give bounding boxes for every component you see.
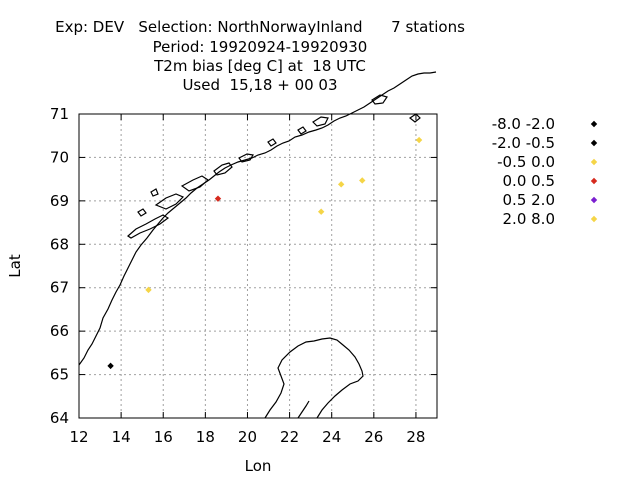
x-tick-label: 26	[364, 428, 383, 446]
island-vesteralen	[154, 193, 185, 210]
coastline	[78, 71, 437, 419]
station-point	[359, 177, 366, 184]
island-small-4	[297, 126, 307, 135]
station-points	[107, 136, 423, 370]
legend-marker	[590, 158, 598, 166]
island-soroya	[312, 116, 329, 127]
legend-marker	[590, 120, 598, 128]
x-tick-label: 12	[69, 428, 88, 446]
station-point	[145, 286, 152, 294]
legend-marker	[590, 177, 598, 185]
x-tick-label: 16	[154, 428, 173, 446]
coastline-norway	[78, 71, 437, 366]
y-tick-label: 70	[50, 148, 69, 166]
island-lofoten	[127, 214, 170, 239]
island-small-1	[137, 208, 147, 217]
y-tick-label: 69	[50, 192, 69, 210]
station-point	[214, 195, 222, 202]
island-small-3	[267, 138, 277, 147]
legend-label: -2.0 -0.5	[492, 134, 555, 152]
axes: 12 14 16 18 20 22 24 26 28 64 65 66 67 68 69 70 71 Lon Lat	[6, 105, 438, 475]
used-label: Used 15,18 + 00 03	[182, 76, 338, 94]
legend-marker	[590, 215, 598, 223]
legend-marker	[590, 139, 598, 147]
x-tick-label: 18	[196, 428, 215, 446]
island-senja	[180, 175, 209, 192]
island-kvaloya	[213, 162, 233, 176]
y-axis-label: Lat	[6, 254, 24, 278]
x-tick-label: 22	[280, 428, 299, 446]
legend-label: 0.5 2.0	[503, 191, 555, 209]
legend-label: -8.0 -2.0	[492, 115, 555, 133]
exp-label: Exp: DEV	[55, 18, 125, 36]
coastline-white-sea	[264, 337, 364, 419]
legend-label: -0.5 0.0	[497, 153, 555, 171]
grid	[79, 114, 437, 418]
legend-label: 2.0 8.0	[503, 210, 555, 228]
x-tick-label: 20	[238, 428, 257, 446]
island-ringvassoya	[238, 153, 254, 163]
island-magerya	[371, 94, 388, 105]
y-tick-label: 67	[50, 279, 69, 297]
x-tick-label: 24	[322, 428, 341, 446]
legend-marker	[590, 196, 598, 204]
x-tick-label: 14	[112, 428, 131, 446]
station-point	[317, 208, 325, 215]
stations-count: 7 stations	[391, 18, 465, 36]
variable-label: T2m bias [deg C] at 18 UTC	[154, 57, 366, 75]
selection-label: Selection: NorthNorwayInland	[138, 18, 363, 36]
y-tick-label: 68	[50, 235, 69, 253]
x-tick-label: 28	[406, 428, 425, 446]
station-point	[107, 362, 114, 370]
y-tick-label: 71	[50, 105, 69, 123]
x-axis-label: Lon	[245, 457, 272, 475]
plot-frame	[78, 113, 438, 419]
y-tick-label: 65	[50, 366, 69, 384]
legend-label: 0.0 0.5	[503, 172, 555, 190]
station-point	[415, 136, 423, 144]
island-small-5	[408, 113, 421, 123]
station-point	[337, 181, 345, 188]
y-tick-label: 66	[50, 322, 69, 340]
island-small-2	[150, 188, 159, 197]
title-line-1: Exp: DEV Selection: NorthNorwayInland 7 …	[0, 18, 520, 36]
period-label: Period: 19920924-19920930	[152, 38, 368, 56]
coastline-finland-gulf	[297, 400, 310, 419]
y-tick-label: 64	[50, 409, 69, 427]
legend: -8.0 -2.0-2.0 -0.5-0.5 0.00.0 0.50.5 2.0…	[492, 115, 598, 228]
